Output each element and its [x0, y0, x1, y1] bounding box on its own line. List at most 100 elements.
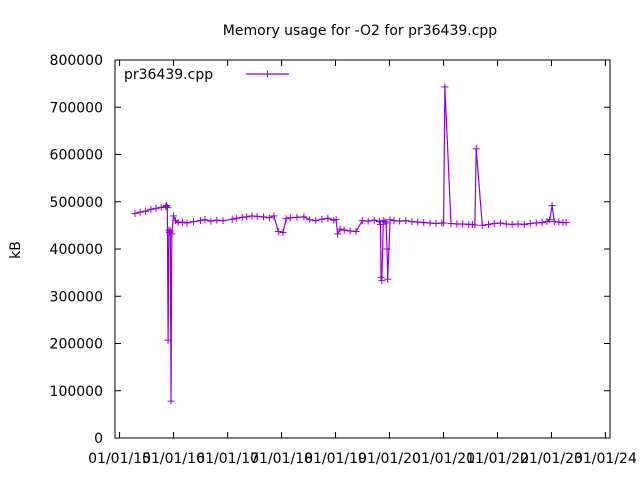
- data-point: [164, 336, 172, 344]
- data-point: [300, 213, 308, 221]
- y-tick-label: 400000: [50, 242, 103, 258]
- x-tick-label: 01/01/20: [358, 451, 421, 467]
- series-line: [134, 86, 567, 402]
- data-point: [136, 208, 144, 216]
- data-point: [496, 219, 504, 227]
- data-point: [141, 207, 149, 215]
- data-point: [260, 213, 268, 221]
- data-point: [166, 227, 174, 235]
- chart-title: Memory usage for -O2 for pr36439.cpp: [223, 23, 498, 39]
- data-point: [178, 218, 186, 226]
- data-point: [265, 214, 273, 222]
- data-point: [162, 202, 170, 210]
- data-point: [340, 226, 348, 234]
- data-point: [163, 203, 171, 211]
- data-point: [196, 217, 204, 225]
- y-tick-label: 0: [94, 431, 103, 447]
- data-point: [432, 219, 440, 227]
- data-point: [426, 219, 434, 227]
- x-tick-label: 01/01/15: [88, 451, 151, 467]
- data-point: [274, 228, 282, 236]
- data-point: [332, 216, 340, 224]
- data-point: [170, 212, 178, 220]
- data-point: [183, 219, 191, 227]
- data-point: [396, 217, 404, 225]
- data-point: [201, 216, 209, 224]
- data-point: [485, 220, 493, 228]
- data-point: [538, 219, 546, 227]
- data-point: [152, 204, 160, 212]
- x-tick-label: 01/01/17: [196, 451, 259, 467]
- data-point: [490, 219, 498, 227]
- data-point: [336, 225, 344, 233]
- legend: pr36439.cpp: [124, 67, 289, 83]
- data-point: [562, 219, 570, 227]
- data-point: [167, 397, 175, 405]
- data-point: [228, 215, 236, 223]
- y-tick-label: 600000: [50, 148, 103, 164]
- data-point: [352, 228, 360, 236]
- data-point: [293, 213, 301, 221]
- data-point: [440, 219, 448, 227]
- data-point: [414, 218, 422, 226]
- data-point: [207, 217, 215, 225]
- data-point: [243, 213, 251, 221]
- data-point: [471, 221, 479, 229]
- data-point: [282, 215, 290, 223]
- data-point: [279, 228, 287, 236]
- x-tick-label: 01/01/21: [412, 451, 475, 467]
- data-point: [520, 220, 528, 228]
- plot-area: [131, 83, 570, 405]
- data-point: [324, 214, 332, 222]
- y-tick-label: 500000: [50, 195, 103, 211]
- data-point: [384, 275, 392, 283]
- data-point: [532, 219, 540, 227]
- data-point: [383, 245, 391, 253]
- data-point: [508, 220, 516, 228]
- data-point: [402, 217, 410, 225]
- data-point: [219, 217, 227, 225]
- data-point: [472, 145, 480, 153]
- data-point: [459, 220, 467, 228]
- data-point: [334, 230, 342, 238]
- data-point: [514, 220, 522, 228]
- data-point: [447, 219, 455, 227]
- data-point: [358, 217, 366, 225]
- data-point: [370, 216, 378, 224]
- data-point: [346, 227, 354, 235]
- data-point: [364, 217, 372, 225]
- axes-group: 0 100000 200000 300000 400000 500000 600000 700…: [50, 53, 637, 467]
- x-tick-label: 01/01/23: [520, 451, 583, 467]
- data-point: [163, 202, 171, 210]
- y-tick-label: 200000: [50, 337, 103, 353]
- data-point: [168, 230, 176, 238]
- data-point: [386, 216, 394, 224]
- data-point: [157, 203, 165, 211]
- legend-label: pr36439.cpp: [124, 67, 213, 83]
- data-point: [286, 214, 294, 222]
- data-point: [441, 83, 449, 91]
- x-tick-label: 01/01/19: [304, 451, 367, 467]
- y-tick-label: 700000: [50, 100, 103, 116]
- y-axis-label: kB: [8, 241, 24, 259]
- plot-frame: [114, 59, 611, 439]
- data-point: [306, 216, 314, 224]
- data-point: [253, 212, 261, 220]
- data-point: [382, 219, 390, 227]
- data-point: [312, 217, 320, 225]
- data-point: [548, 202, 556, 210]
- data-point: [376, 220, 384, 228]
- data-point: [270, 212, 278, 220]
- data-point: [502, 220, 510, 228]
- data-point: [546, 216, 554, 224]
- data-point: [378, 277, 386, 285]
- data-point: [318, 215, 326, 223]
- data-point: [377, 273, 385, 281]
- data-point: [526, 219, 534, 227]
- x-tick-label: 01/01/18: [250, 451, 313, 467]
- data-point: [232, 214, 240, 222]
- y-tick-label: 300000: [50, 289, 103, 305]
- data-point: [478, 221, 486, 229]
- x-tick-label: 01/01/24: [574, 451, 637, 467]
